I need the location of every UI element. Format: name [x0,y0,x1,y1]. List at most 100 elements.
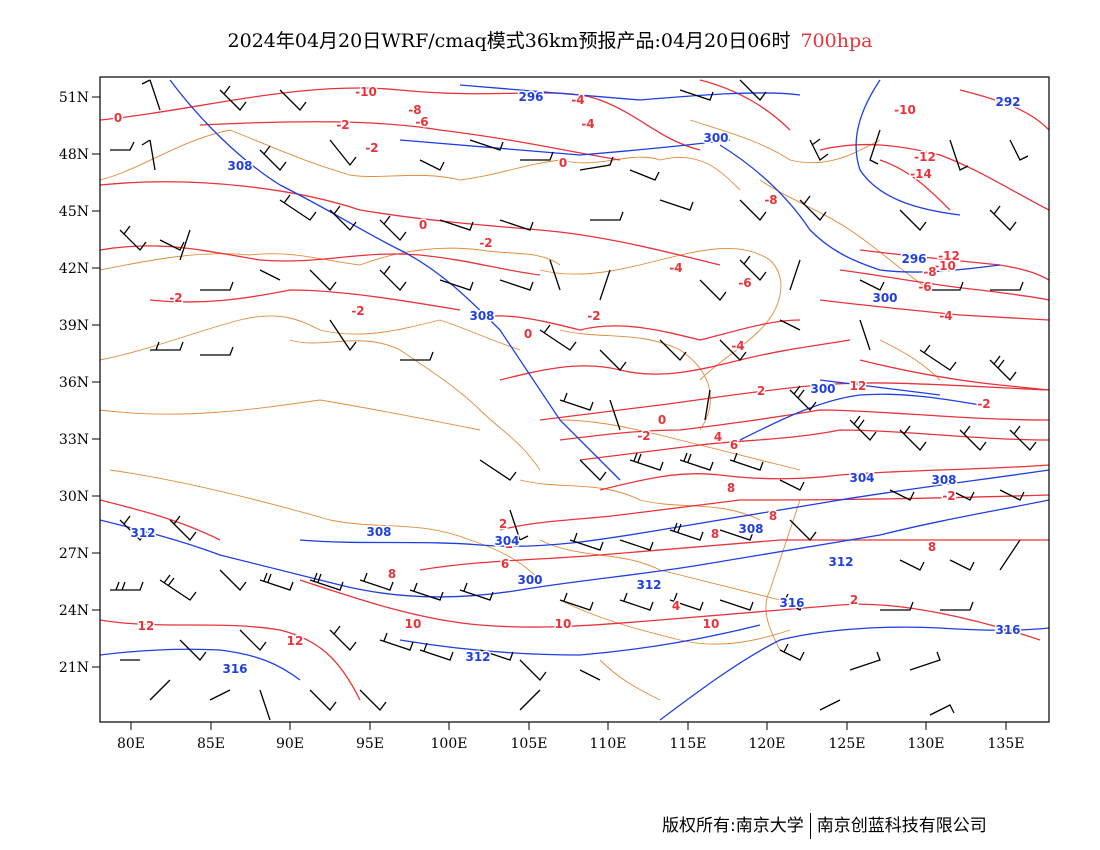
boundary-lines [100,119,941,701]
lon-tick-label: 80E [117,736,145,752]
temp-label: -2 [479,236,492,250]
height-label: 308 [931,473,956,487]
height-label: 316 [222,662,247,676]
height-label: 312 [636,578,661,592]
temp-label: 6 [730,438,738,452]
temp-label: 8 [928,540,936,554]
lon-tick-label: 125E [829,736,866,752]
lat-tick-label: 39N [59,318,89,334]
temp-label: -8 [408,103,421,117]
temp-label: -2 [637,429,650,443]
temp-label: -12 [938,249,960,263]
title-text: 2024年04月20日WRF/cmaq模式36km预报产品:04月20日06时 [227,30,791,52]
height-label: 304 [849,471,874,485]
height-contours [100,79,1049,721]
temp-label: -4 [669,261,682,275]
copyright-text: 版权所有:南京大学 [662,816,804,836]
temp-label: -4 [731,339,744,353]
lat-tick-label: 36N [59,375,89,391]
lat-tick-label: 30N [59,489,89,505]
temp-label: 0 [524,327,532,341]
height-label: 312 [465,650,490,664]
temp-label: 0 [658,413,666,427]
height-label: 296 [901,252,926,266]
height-label: 296 [518,90,543,104]
temp-label: 10 [555,617,572,631]
temp-label: -10 [934,259,956,273]
temp-label: 2 [499,517,507,531]
temp-label: -10 [894,103,916,117]
height-labels: 296 292 300 304 300 300 308 308 308 308 … [129,89,1022,678]
temp-label: -2 [365,141,378,155]
temp-label: -12 [914,150,936,164]
temp-label: 2 [505,537,513,551]
height-label: 316 [995,623,1020,637]
temp-label: 4 [672,599,680,613]
lon-tick-label: 90E [276,736,304,752]
pressure-level: 700hpa [800,30,873,52]
height-label: 300 [703,131,728,145]
lat-tick-label: 27N [59,546,89,562]
lon-tick-label: 115E [670,736,707,752]
temp-label: 4 [714,430,722,444]
temp-label: 2 [850,593,858,607]
temp-label: -6 [738,276,751,290]
temp-label: -6 [415,115,428,129]
temp-label: -4 [581,117,594,131]
height-label: 312 [828,555,853,569]
lat-tick-label: 48N [59,147,89,163]
height-label: 308 [469,309,494,323]
temp-label: -2 [169,291,182,305]
footer-divider [809,813,811,839]
wind-barbs [110,79,1037,721]
lon-tick-label: 135E [988,736,1025,752]
lat-tick-label: 33N [59,432,89,448]
temp-label: 0 [419,218,427,232]
temp-label: -2 [351,304,364,318]
temp-label: 12 [850,379,867,393]
lat-axis [92,96,100,668]
temp-label: 0 [114,111,122,125]
temp-label: 12 [138,619,155,633]
lat-tick-label: 24N [59,603,89,619]
temp-label: 10 [405,617,422,631]
temp-label: -2 [336,118,349,132]
temp-label: -2 [587,309,600,323]
temp-label: -8 [764,193,777,207]
temp-label: 8 [711,527,719,541]
height-label: 292 [995,95,1020,109]
temperature-labels: -10 -8 -6 -4 -2 -4 -2 0 0 0 -2 -10 -12 -… [112,84,992,650]
height-label: 300 [517,573,542,587]
lon-axis [130,722,1007,730]
lon-tick-label: 105E [511,736,548,752]
height-label: 316 [779,596,804,610]
lon-tick-label: 120E [749,736,786,752]
temp-label: -2 [942,489,955,503]
height-label: 312 [130,526,155,540]
lon-tick-label: 85E [197,736,225,752]
lat-tick-label: 42N [59,261,89,277]
temp-label: 10 [703,617,720,631]
lon-tick-label: 110E [590,736,627,752]
temp-label: 2 [757,384,765,398]
plot-frame [99,76,1050,723]
height-label: 300 [810,382,835,396]
height-label: 308 [738,522,763,536]
height-label: 304 [494,534,519,548]
map-title: 2024年04月20日WRF/cmaq模式36km预报产品:04月20日06时 7… [0,26,1100,53]
height-label: 300 [872,291,897,305]
temp-label: 8 [388,567,396,581]
temperature-contours [100,79,1049,701]
temp-label: 12 [287,634,304,648]
temp-label: -2 [977,397,990,411]
temp-label: -14 [910,167,932,181]
temp-label: 8 [769,509,777,523]
lon-tick-label: 130E [908,736,945,752]
lat-tick-label: 45N [59,204,89,220]
temp-label: 6 [501,557,509,571]
temp-label: -10 [355,85,377,99]
temp-label: 0 [559,156,567,170]
lon-tick-label: 100E [431,736,468,752]
temp-label: 8 [727,481,735,495]
